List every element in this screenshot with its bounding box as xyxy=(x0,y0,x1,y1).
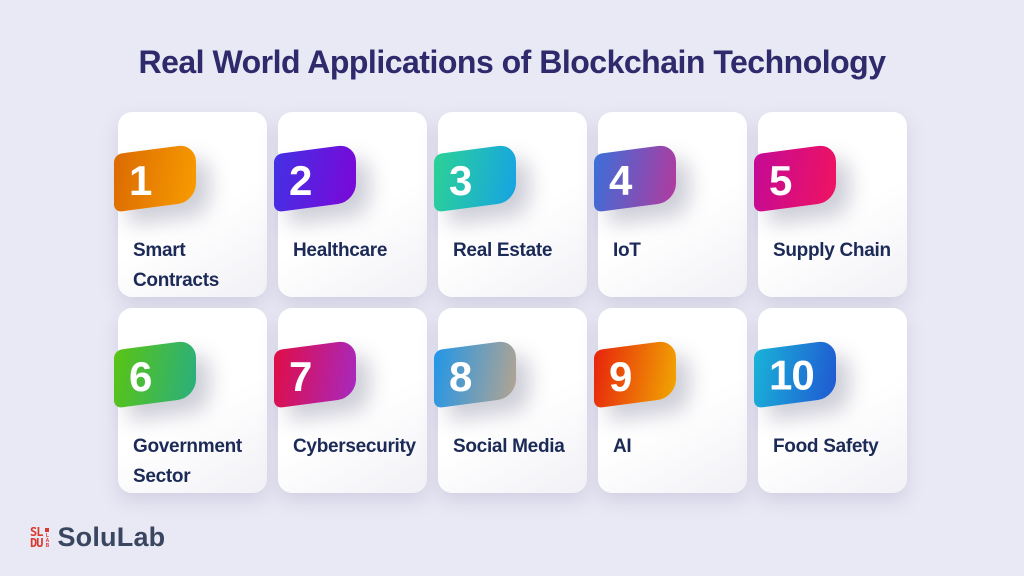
card-number: 6 xyxy=(129,352,152,400)
number-badge: 8 xyxy=(434,339,516,409)
application-card: 2 Healthcare xyxy=(274,112,427,297)
card-label: Supply Chain xyxy=(773,240,891,261)
number-badge: 2 xyxy=(274,143,356,213)
card-label: AI xyxy=(613,436,632,457)
number-badge: 5 xyxy=(754,143,836,213)
card-number: 1 xyxy=(129,156,152,204)
number-badge: 9 xyxy=(594,339,676,409)
card-label: Cybersecurity xyxy=(293,436,416,457)
card-label: Real Estate xyxy=(453,240,553,261)
card-number: 8 xyxy=(449,352,472,400)
page-title: Real World Applications of Blockchain Te… xyxy=(138,44,886,80)
application-card: 1 Smart Contracts xyxy=(114,112,267,297)
logo-row-bottom: DU xyxy=(30,535,43,550)
card-number: 10 xyxy=(769,351,814,399)
card-label: Healthcare xyxy=(293,240,388,261)
card-number: 7 xyxy=(289,352,312,400)
card-number: 4 xyxy=(609,156,632,204)
number-badge: 6 xyxy=(114,339,196,409)
applications-grid: 1 Smart Contracts 2 Healthcare 3 Real Es… xyxy=(114,112,907,493)
card-label: Social Media xyxy=(453,436,565,457)
logo-lab-text: LAB xyxy=(44,532,51,548)
application-card: 6 Government Sector xyxy=(114,308,267,493)
solulab-logo: SL DU LAB SoluLab xyxy=(30,522,165,553)
card-number: 5 xyxy=(769,156,792,204)
application-card: 9 AI xyxy=(594,308,747,493)
logo-letters: SL DU xyxy=(30,524,43,550)
brand-wordmark: SoluLab xyxy=(57,522,166,552)
number-badge: 7 xyxy=(274,339,356,409)
application-card: 8 Social Media xyxy=(434,308,587,493)
application-card: 7 Cybersecurity xyxy=(274,308,427,493)
application-card: 4 IoT xyxy=(594,112,747,297)
card-label: IoT xyxy=(613,240,641,261)
logo-square xyxy=(44,527,49,532)
card-label: Government Sector xyxy=(133,436,242,487)
card-number: 2 xyxy=(289,156,312,204)
card-number: 9 xyxy=(609,352,632,400)
solulab-logo-icon: SL DU LAB xyxy=(30,523,51,553)
application-card: 5 Supply Chain xyxy=(754,112,907,297)
card-number: 3 xyxy=(449,156,472,204)
number-badge: 3 xyxy=(434,143,516,213)
application-card: 10 Food Safety xyxy=(754,308,907,493)
application-card: 3 Real Estate xyxy=(434,112,587,297)
card-label: Smart Contracts xyxy=(133,240,219,291)
card-label: Food Safety xyxy=(773,436,879,457)
logo-side-column: LAB xyxy=(44,527,51,548)
number-badge: 1 xyxy=(114,143,196,213)
number-badge: 4 xyxy=(594,143,676,213)
logo-row-top: SL xyxy=(30,524,43,539)
number-badge: 10 xyxy=(754,339,836,409)
